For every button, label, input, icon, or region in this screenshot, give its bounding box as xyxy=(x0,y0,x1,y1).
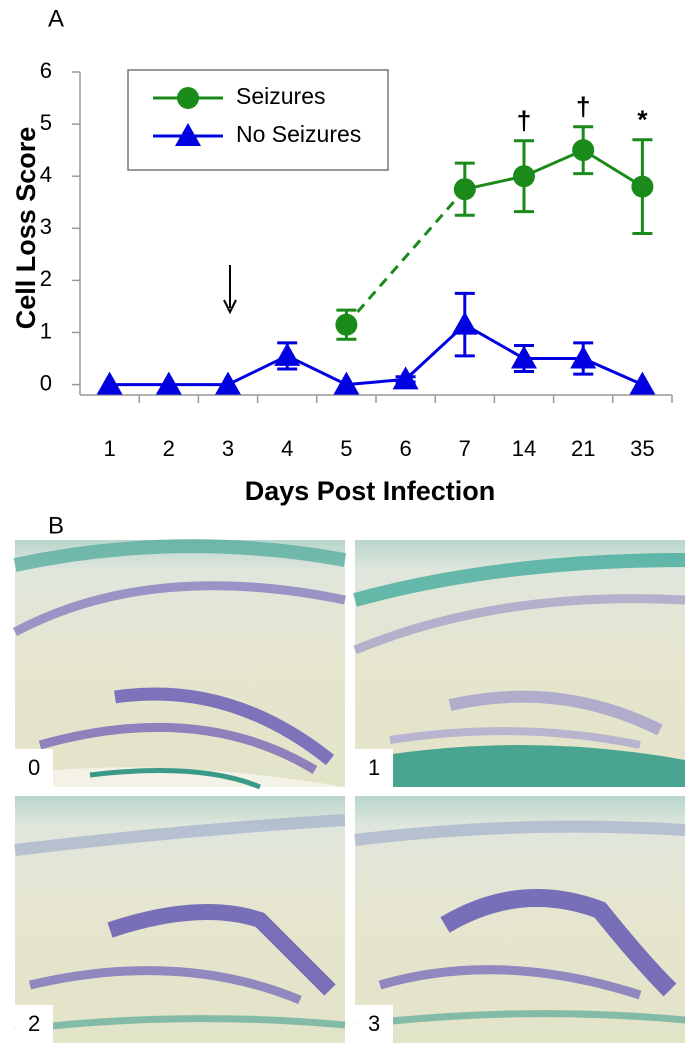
annotation: † xyxy=(576,92,590,122)
x-tick-label: 2 xyxy=(163,436,175,461)
image-label: 3 xyxy=(368,1011,380,1036)
panel-label: A xyxy=(48,5,64,32)
marker xyxy=(511,345,537,369)
x-tick-label: 5 xyxy=(340,436,352,461)
legend-label: Seizures xyxy=(236,83,325,109)
legend-marker xyxy=(177,87,199,109)
micrograph xyxy=(354,796,686,1043)
x-axis-title: Days Post Infection xyxy=(245,476,496,506)
marker xyxy=(570,345,597,369)
micrograph xyxy=(12,539,347,790)
x-tick-label: 21 xyxy=(571,436,595,461)
x-tick-label: 3 xyxy=(222,436,234,461)
image-label: 2 xyxy=(28,1011,40,1036)
x-tick-label: 14 xyxy=(512,436,536,461)
marker xyxy=(96,371,123,395)
y-tick-label: 2 xyxy=(40,266,52,291)
x-tick-label: 4 xyxy=(281,436,293,461)
y-tick-label: 0 xyxy=(40,370,52,395)
marker xyxy=(453,178,476,201)
annotation: * xyxy=(637,105,648,135)
image-label-box xyxy=(15,1005,53,1043)
marker xyxy=(572,139,595,162)
arrow xyxy=(223,265,237,315)
interpolated-line xyxy=(345,188,466,326)
image-labels: 0 1 2 3 xyxy=(15,749,393,1043)
marker xyxy=(274,342,301,366)
y-tick-label: 3 xyxy=(40,214,52,239)
legend-box xyxy=(127,69,389,171)
y-tick-label: 6 xyxy=(40,58,52,83)
marker xyxy=(631,175,654,198)
image-label: 1 xyxy=(368,755,380,780)
marker xyxy=(215,371,241,395)
legend-marker xyxy=(175,123,201,146)
y-tick-label: 5 xyxy=(40,110,52,135)
y-tick-label: 4 xyxy=(40,162,52,187)
x-tick-label: 1 xyxy=(103,436,115,461)
image-label-box xyxy=(355,749,393,787)
x-tick-label: 35 xyxy=(630,436,654,461)
panel-label: B xyxy=(48,512,64,539)
marker xyxy=(155,371,182,395)
y-tick-label: 1 xyxy=(40,318,52,343)
annotation: † xyxy=(517,106,531,136)
marker xyxy=(333,371,360,395)
marker xyxy=(335,313,358,336)
image-label-box xyxy=(15,749,53,787)
series-line xyxy=(109,322,644,387)
marker xyxy=(513,165,535,188)
micrographs: B xyxy=(12,512,686,1043)
marker xyxy=(629,371,656,395)
y-axis-title: Cell Loss Score xyxy=(11,127,41,330)
legend-label: No Seizures xyxy=(236,121,361,147)
series-line xyxy=(464,148,644,191)
marker xyxy=(392,366,419,390)
micrograph xyxy=(14,796,346,1043)
micrograph xyxy=(353,540,686,787)
x-tick-label: 6 xyxy=(399,436,411,461)
image-label-box xyxy=(355,1005,393,1043)
plot: 0 1 2 3 4 5 6 1 2 3 4 5 6 7 14 21 35 Seizures No Seizures †… xyxy=(40,58,673,461)
marker xyxy=(451,311,478,335)
image-label: 0 xyxy=(28,755,40,780)
x-tick-label: 7 xyxy=(459,436,471,461)
